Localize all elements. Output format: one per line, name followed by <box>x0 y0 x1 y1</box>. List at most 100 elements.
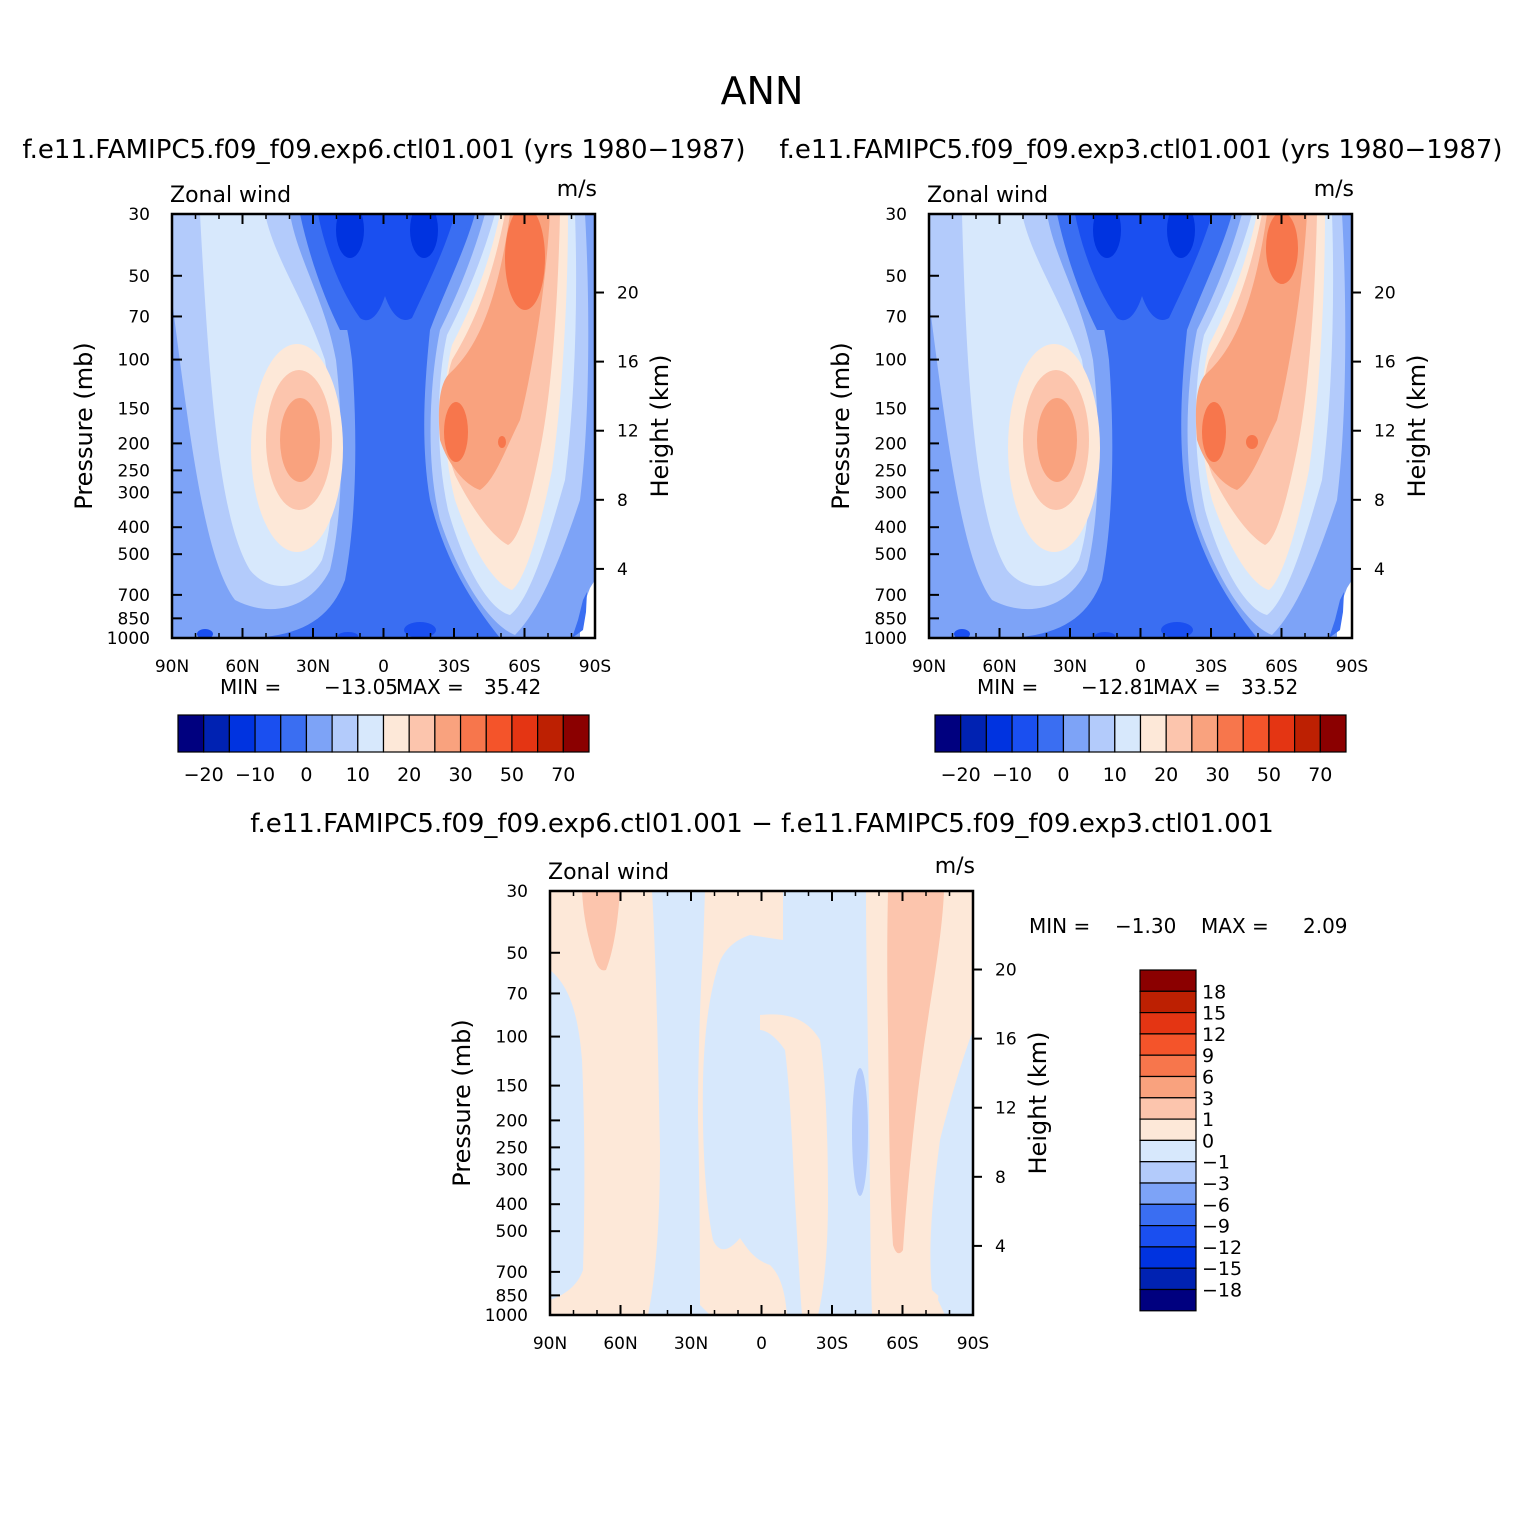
panel-1-surface-3 <box>404 622 436 638</box>
x-tick-label: 30S <box>1195 657 1227 677</box>
x-tick-label: 30N <box>296 657 330 677</box>
x-tick-label: 60N <box>225 657 259 677</box>
x-tick-label: 90N <box>533 1334 567 1354</box>
y-tick-label: 250 <box>118 461 150 481</box>
y-tick-label: 30 <box>128 205 150 225</box>
panel-1-antarctic-edge <box>572 592 587 638</box>
colorbar-label: −10 <box>235 764 275 786</box>
height-tick-label: 20 <box>617 284 639 304</box>
panel-3-ylabel-right: Height (km) <box>1024 1032 1052 1175</box>
colorbar-swatch <box>1139 1288 1197 1312</box>
x-tick-label: 0 <box>1135 657 1146 677</box>
panel-1-sh-level-7 <box>505 214 545 310</box>
panel-3-plot <box>550 891 973 1315</box>
y-tick-label: 300 <box>496 1160 528 1180</box>
panel-3-title: f.e11.FAMIPC5.f09_f09.exp6.ctl01.001 − f… <box>250 809 1274 839</box>
colorbar-label: −20 <box>941 764 981 786</box>
colorbar-swatch <box>1139 1118 1197 1141</box>
colorbar-label: 70 <box>551 764 575 786</box>
colorbar-swatch <box>1139 1011 1197 1035</box>
y-tick-label: 700 <box>118 586 150 606</box>
x-tick-label: 90N <box>155 657 189 677</box>
panel-2-surface-2 <box>1095 632 1115 638</box>
colorbar-swatch <box>1165 714 1193 753</box>
colorbar-label: 0 <box>300 764 312 786</box>
panel-1-plot <box>172 214 595 638</box>
figure-title: ANN <box>721 69 804 113</box>
y-tick-label: 70 <box>506 984 528 1004</box>
x-tick-label: 60S <box>886 1334 918 1354</box>
height-tick-label: 4 <box>995 1237 1006 1257</box>
panel-2-ylabel-right: Height (km) <box>1403 355 1431 498</box>
y-tick-label: 500 <box>496 1222 528 1242</box>
height-tick-label: 8 <box>995 1168 1006 1188</box>
x-tick-label: 30S <box>816 1334 848 1354</box>
colorbar-swatch <box>1319 714 1347 753</box>
colorbar-label: 18 <box>1202 981 1226 1003</box>
height-tick-label: 12 <box>1374 422 1396 442</box>
colorbar-swatch <box>254 714 282 753</box>
panel-2-trop-min-2 <box>1167 214 1195 258</box>
y-tick-label: 300 <box>875 483 907 503</box>
colorbar-label: 0 <box>1057 764 1069 786</box>
colorbar-label: 0 <box>1202 1130 1214 1152</box>
x-tick-label: 30S <box>438 657 470 677</box>
panel-2-antarctic-edge <box>1329 592 1344 638</box>
colorbar-swatch <box>177 714 205 753</box>
panel-1-sh-jet-core <box>444 402 468 462</box>
colorbar-swatch <box>511 714 539 753</box>
panel-3-max-value: 2.09 <box>1303 914 1348 938</box>
height-tick-label: 12 <box>995 1099 1017 1119</box>
panel-2-max-value: 33.52 <box>1241 675 1298 699</box>
y-tick-label: 300 <box>118 483 150 503</box>
panel-2-axes: 90N 60N 30N 0 30S 60S 90S 30 50 70 100 150 200 250300… <box>864 205 1396 677</box>
height-tick-label: 8 <box>617 491 628 511</box>
panel-3-min-value: −1.30 <box>1115 914 1176 938</box>
panel-2-colorbar: −20 −10 0 10 20 30 50 70 <box>934 714 1347 786</box>
colorbar-label: 9 <box>1202 1045 1214 1067</box>
panel-3-pos-nh-core <box>582 891 620 971</box>
height-tick-label: 20 <box>1374 284 1396 304</box>
panel-3-units-label: m/s <box>935 854 975 879</box>
colorbar-swatch <box>280 714 308 753</box>
colorbar-label: −9 <box>1202 1216 1230 1238</box>
panel-1-min-value: −13.05 <box>324 675 398 699</box>
colorbar-swatch <box>1011 714 1039 753</box>
colorbar-label: −3 <box>1202 1173 1230 1195</box>
panel-1-units-label: m/s <box>557 177 597 202</box>
x-tick-label: 30N <box>674 1334 708 1354</box>
colorbar-label: 20 <box>397 764 421 786</box>
colorbar-label: −1 <box>1202 1152 1230 1174</box>
panel-1-sh-jet-spot <box>498 436 506 448</box>
y-tick-label: 250 <box>875 461 907 481</box>
colorbar-swatch <box>1139 990 1197 1014</box>
y-tick-label: 100 <box>496 1028 528 1048</box>
panel-1-colorbar: −20 −10 0 10 20 30 50 70 <box>177 714 590 786</box>
colorbar-label: 30 <box>1205 764 1229 786</box>
panel-3-pos-sh-core <box>887 891 944 1254</box>
y-tick-label: 400 <box>118 518 150 538</box>
colorbar-swatch <box>228 714 256 753</box>
colorbar-label: −15 <box>1202 1258 1242 1280</box>
height-tick-label: 16 <box>995 1030 1017 1050</box>
panel-1-surface-2 <box>338 632 358 638</box>
y-tick-label: 150 <box>118 400 150 420</box>
panel-2-trop-min-1 <box>1093 214 1121 258</box>
y-tick-label: 850 <box>496 1286 528 1306</box>
y-tick-label: 850 <box>875 609 907 629</box>
colorbar-label: −12 <box>1202 1237 1242 1259</box>
x-tick-label: 90S <box>1336 657 1368 677</box>
y-tick-label: 70 <box>128 307 150 327</box>
x-tick-label: 60S <box>508 657 540 677</box>
colorbar-swatch <box>1139 714 1167 753</box>
colorbar-label: 12 <box>1202 1024 1226 1046</box>
colorbar-swatch <box>985 714 1013 753</box>
x-tick-label: 60N <box>603 1334 637 1354</box>
colorbar-label: 1 <box>1202 1109 1214 1131</box>
x-tick-label: 60S <box>1265 657 1297 677</box>
colorbar-label: 10 <box>346 764 370 786</box>
panel-1-axes: 90N 60N 30N 0 30S 60S 90S 30 50 70 100 150 200 250300… <box>107 205 639 677</box>
colorbar-label: −18 <box>1202 1280 1242 1302</box>
x-tick-label: 30N <box>1053 657 1087 677</box>
panel-2-title: f.e11.FAMIPC5.f09_f09.exp3.ctl01.001 (yr… <box>779 135 1502 165</box>
